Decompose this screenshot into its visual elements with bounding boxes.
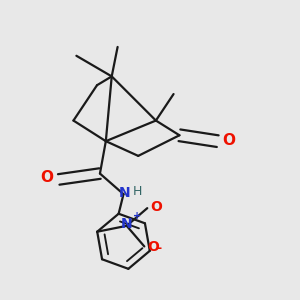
Text: N: N: [121, 217, 133, 231]
Text: O: O: [150, 200, 162, 214]
Text: -: -: [156, 242, 161, 255]
Text: +: +: [133, 211, 141, 220]
Text: N: N: [118, 186, 130, 200]
Text: O: O: [40, 170, 53, 185]
Text: O: O: [222, 133, 236, 148]
Text: H: H: [132, 185, 142, 198]
Text: O: O: [147, 240, 159, 254]
